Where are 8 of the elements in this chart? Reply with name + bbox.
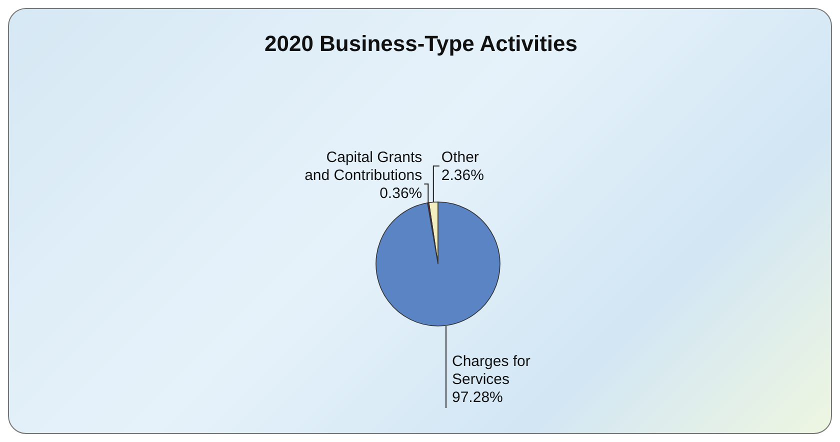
- slice-label: Charges for Services: [452, 353, 530, 388]
- data-label: 97.28%: [452, 389, 503, 406]
- slice-label: Capital Grants and Contributions: [304, 149, 422, 184]
- data-label: 2.36%: [441, 167, 484, 184]
- slice-label: Other: [441, 149, 479, 166]
- chart-title: 2020 Business-Type Activities: [263, 31, 579, 57]
- pie-slice: [376, 202, 500, 326]
- data-label: 0.36%: [380, 185, 422, 202]
